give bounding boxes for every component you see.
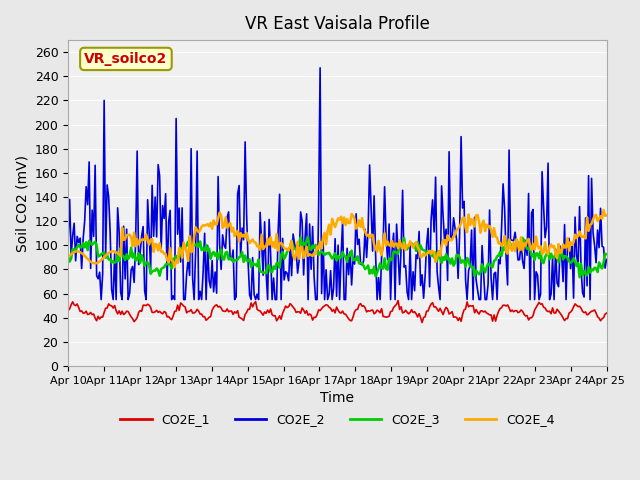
CO2E_3 [304, 234, 312, 240]
Legend: CO2E_1, CO2E_2, CO2E_3, CO2E_4: CO2E_1, CO2E_2, CO2E_3, CO2E_4 [115, 408, 559, 432]
CO2E_4 [301, 250, 309, 255]
CO2E_1 [300, 307, 307, 313]
CO2E_1 [252, 299, 259, 305]
CO2E_4 [171, 264, 179, 270]
CO2E_4 [244, 237, 252, 242]
CO2E_3 [603, 252, 611, 257]
Line: CO2E_1: CO2E_1 [68, 300, 607, 323]
CO2E_3 [574, 260, 582, 266]
CO2E_2 [301, 234, 309, 240]
CO2E_3 [252, 262, 259, 267]
CO2E_2 [97, 297, 105, 302]
Line: CO2E_4: CO2E_4 [68, 210, 607, 267]
CO2E_1 [603, 310, 611, 316]
CO2E_1 [64, 308, 72, 313]
CO2E_1 [419, 320, 426, 325]
CO2E_4 [253, 243, 261, 249]
CO2E_2 [64, 236, 72, 241]
CO2E_3 [576, 275, 584, 280]
X-axis label: Time: Time [321, 391, 355, 405]
CO2E_4 [64, 254, 72, 260]
CO2E_2 [132, 239, 140, 244]
Text: VR_soilco2: VR_soilco2 [84, 52, 168, 66]
CO2E_4 [131, 230, 138, 236]
Title: VR East Vaisala Profile: VR East Vaisala Profile [245, 15, 430, 33]
CO2E_4 [603, 213, 611, 218]
Line: CO2E_3: CO2E_3 [68, 237, 607, 277]
CO2E_1 [131, 319, 138, 324]
CO2E_4 [227, 220, 234, 226]
CO2E_3 [243, 258, 250, 264]
CO2E_4 [574, 233, 582, 239]
CO2E_2 [227, 255, 234, 261]
CO2E_3 [64, 253, 72, 259]
CO2E_2 [316, 65, 324, 71]
CO2E_4 [600, 207, 607, 213]
CO2E_1 [576, 303, 584, 309]
Y-axis label: Soil CO2 (mV): Soil CO2 (mV) [15, 155, 29, 252]
CO2E_3 [131, 251, 138, 256]
CO2E_3 [225, 256, 232, 262]
CO2E_2 [603, 256, 611, 262]
CO2E_1 [225, 309, 232, 314]
CO2E_1 [394, 298, 402, 303]
CO2E_1 [243, 310, 250, 315]
Line: CO2E_2: CO2E_2 [68, 68, 607, 300]
CO2E_2 [253, 291, 261, 297]
CO2E_3 [300, 240, 307, 246]
CO2E_2 [576, 204, 584, 209]
CO2E_2 [244, 260, 252, 265]
